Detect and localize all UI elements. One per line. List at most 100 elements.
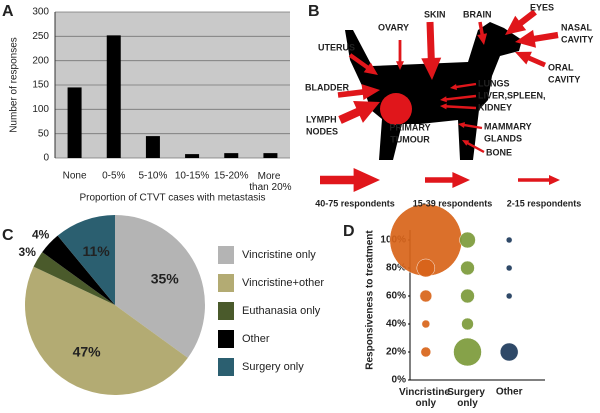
legend-label: 40-75 respondents: [315, 198, 395, 208]
pie-label: 4%: [32, 227, 50, 241]
x-tick-label: 15-20%: [214, 171, 249, 182]
organ-arrow: [348, 53, 378, 75]
organ-label: KIDNEY: [478, 102, 512, 112]
organ-label: LUNGS: [478, 78, 510, 88]
bubble: [505, 236, 513, 244]
legend-label: Vincristine+other: [242, 277, 324, 289]
organ-label: CAVITY: [561, 34, 593, 44]
dog-silhouette: [345, 22, 522, 160]
x-tick-label: Vincristine only: [399, 387, 453, 409]
y-tick-label: 150: [32, 80, 49, 91]
legend-label: Euthanasia only: [242, 305, 321, 317]
organ-arrow: [477, 21, 488, 45]
panel-label: C: [2, 227, 14, 244]
bubble: [505, 292, 513, 300]
legend-label: Vincristine only: [242, 249, 316, 261]
organ-label: BONE: [486, 147, 512, 157]
bubble: [421, 319, 431, 329]
y-tick-label: 250: [32, 31, 49, 42]
panel-label: A: [2, 3, 14, 20]
pie-label: 11%: [82, 243, 110, 259]
organ-label: NASAL: [561, 22, 593, 32]
bar: [224, 153, 239, 158]
bubble: [460, 260, 475, 276]
bubble: [416, 258, 436, 278]
y-tick-label: 100: [32, 104, 49, 115]
x-tick-label: Other: [496, 387, 523, 398]
pie-slice: [25, 266, 188, 395]
organ-arrow: [338, 100, 380, 124]
organ-arrow: [396, 40, 404, 70]
primary-label: PRIMARY: [389, 122, 430, 132]
pie-slice: [33, 252, 115, 305]
organ-label: BRAIN: [463, 9, 492, 19]
y-tick-label: 200: [32, 55, 49, 66]
bubble: [459, 231, 476, 249]
x-tick-label: 0-5%: [102, 171, 125, 182]
bubble: [505, 264, 513, 272]
organ-arrow: [421, 21, 442, 81]
bubble: [499, 342, 519, 362]
organ-label: NODES: [306, 126, 338, 136]
organ-arrow: [515, 29, 559, 48]
bubble: [453, 337, 482, 367]
organ-arrow: [515, 51, 546, 68]
organ-arrow: [505, 9, 537, 35]
y-tick-label: 40%: [386, 319, 406, 330]
pie-slice: [57, 215, 115, 305]
organ-label: CAVITY: [548, 74, 580, 84]
organ-label: ORAL: [548, 62, 574, 72]
pie-label: 47%: [73, 344, 102, 360]
bubble: [420, 346, 432, 358]
bubble: [419, 289, 433, 303]
organ-label: LIVER,SPLEEN,: [478, 90, 546, 100]
x-tick-label: None: [63, 171, 87, 182]
y-tick-label: 20%: [386, 347, 406, 358]
legend-swatch: [218, 358, 234, 376]
primary-label: TUMOUR: [390, 134, 430, 144]
y-tick-label: 0: [43, 153, 49, 164]
pie-slice: [42, 235, 115, 305]
bubble: [460, 288, 475, 304]
legend-swatch: [218, 302, 234, 320]
organ-label: BLADDER: [305, 82, 349, 92]
bar: [67, 87, 82, 158]
x-tick-label: Surgery only: [447, 387, 488, 409]
organ-arrow: [337, 84, 380, 101]
organ-label: LYMPH: [306, 114, 337, 124]
bar: [145, 136, 160, 158]
bar: [106, 35, 121, 158]
legend-label: 2-15 respondents: [507, 198, 582, 208]
y-tick-label: 0%: [392, 375, 407, 386]
panel-label: B: [308, 3, 320, 20]
organ-label: EYES: [530, 2, 554, 12]
pie-label: 35%: [151, 270, 180, 286]
y-axis-label: Responsiveness to treatment: [365, 230, 376, 370]
organ-arrow: [462, 140, 485, 154]
organ-label: SKIN: [424, 9, 446, 19]
legend-swatch: [218, 246, 234, 264]
y-tick-label: 300: [32, 7, 49, 18]
legend-arrow: [518, 175, 560, 185]
legend-arrow: [425, 172, 470, 188]
y-tick-label: 50: [38, 128, 50, 139]
legend-swatch: [218, 274, 234, 292]
pie-label: 3%: [19, 245, 37, 259]
pie-slice: [115, 215, 205, 358]
organ-label: OVARY: [378, 22, 409, 32]
x-tick-label: More than 20%: [249, 171, 291, 193]
legend-label: Other: [242, 333, 270, 345]
x-axis-label: Proportion of CTVT cases with metastasis: [80, 193, 266, 204]
y-tick-label: 60%: [386, 291, 406, 302]
y-tick-label: 80%: [386, 263, 406, 274]
organ-label: MAMMARY: [484, 121, 532, 131]
organ-label: UTERUS: [318, 42, 355, 52]
organ-arrow: [440, 94, 477, 103]
panel-label: D: [343, 223, 355, 240]
organ-arrow: [440, 103, 477, 110]
organ-label: GLANDS: [484, 133, 522, 143]
x-tick-label: 10-15%: [175, 171, 210, 182]
legend-label: 15-39 respondents: [413, 198, 493, 208]
